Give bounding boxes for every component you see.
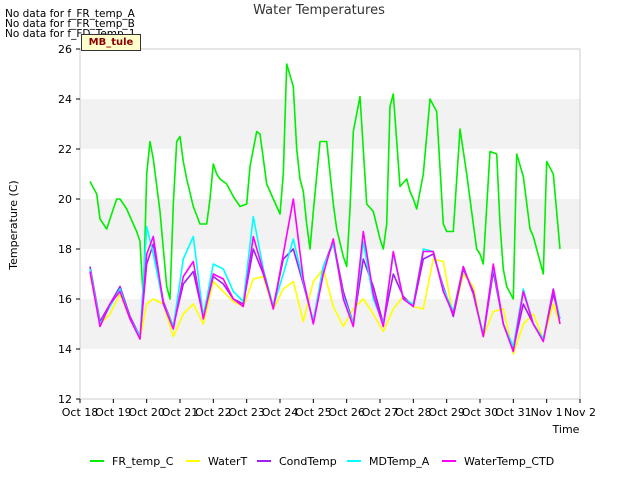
site-badge: MB_tule [81, 34, 141, 51]
legend-swatch [257, 460, 271, 462]
plot-frame [79, 48, 581, 400]
grid-bands [80, 49, 580, 399]
no-data-note: No data for f_FR_temp_B [5, 18, 135, 30]
y-tick-label: 16 [58, 293, 72, 306]
chart-title: Water Temperatures [253, 3, 385, 18]
x-tick-label: Oct 18 [62, 406, 99, 419]
legend-label: MDTemp_A [369, 454, 430, 468]
y-axis-ticks: 12 14 16 18 20 22 24 26 [58, 43, 80, 406]
y-axis-label: Temperature (C) [7, 180, 20, 270]
legend-label: WaterTemp_CTD [464, 454, 555, 468]
y-tick-label: 18 [58, 243, 72, 256]
x-tick-label: Oct 22 [195, 406, 232, 419]
x-tick-label: Oct 25 [295, 406, 332, 419]
grid-band [80, 99, 580, 149]
x-tick-label: Oct 20 [128, 406, 165, 419]
legend-item: CondTemp [257, 453, 337, 469]
legend-label: WaterT [208, 454, 248, 468]
x-tick-label: Oct 27 [362, 406, 399, 419]
x-tick-label: Oct 24 [262, 406, 299, 419]
legend-swatch [442, 460, 456, 462]
legend-label: CondTemp [279, 454, 337, 468]
x-tick-label: Oct 21 [162, 406, 199, 419]
grid-band [80, 299, 580, 349]
x-tick-label: Oct 23 [228, 406, 265, 419]
x-tick-label: Oct 29 [428, 406, 465, 419]
x-tick-label: Oct 26 [328, 406, 365, 419]
x-tick-label: Oct 30 [462, 406, 499, 419]
x-tick-label: Oct 19 [95, 406, 132, 419]
x-tick-label: Nov 2 [564, 406, 596, 419]
x-tick-label: Oct 31 [495, 406, 532, 419]
legend-item: FR_temp_C [90, 453, 173, 469]
x-tick-label: Oct 28 [395, 406, 432, 419]
x-tick-label: Nov 1 [531, 406, 563, 419]
x-axis-label: Time [552, 423, 580, 436]
y-tick-label: 14 [58, 343, 72, 356]
series-line-WaterTemp_CTD [89, 198, 561, 353]
legend: FR_temp_C WaterT CondTemp MDTemp_A Water… [0, 453, 640, 469]
legend-swatch [90, 460, 104, 462]
legend-swatch [186, 460, 200, 462]
series-layer [89, 63, 561, 355]
legend-swatch [347, 460, 361, 462]
series-line-FR_temp_C [89, 63, 561, 300]
legend-item: WaterT [186, 453, 247, 469]
y-tick-label: 12 [58, 393, 72, 406]
legend-item: WaterTemp_CTD [442, 453, 554, 469]
y-tick-label: 26 [58, 43, 72, 56]
no-data-note: No data for f_FR_temp_A [5, 8, 135, 20]
y-tick-label: 20 [58, 193, 72, 206]
legend-label: FR_temp_C [112, 454, 174, 468]
y-tick-label: 24 [58, 93, 72, 106]
legend-item: MDTemp_A [347, 453, 429, 469]
y-tick-label: 22 [58, 143, 72, 156]
grid-band [80, 199, 580, 249]
